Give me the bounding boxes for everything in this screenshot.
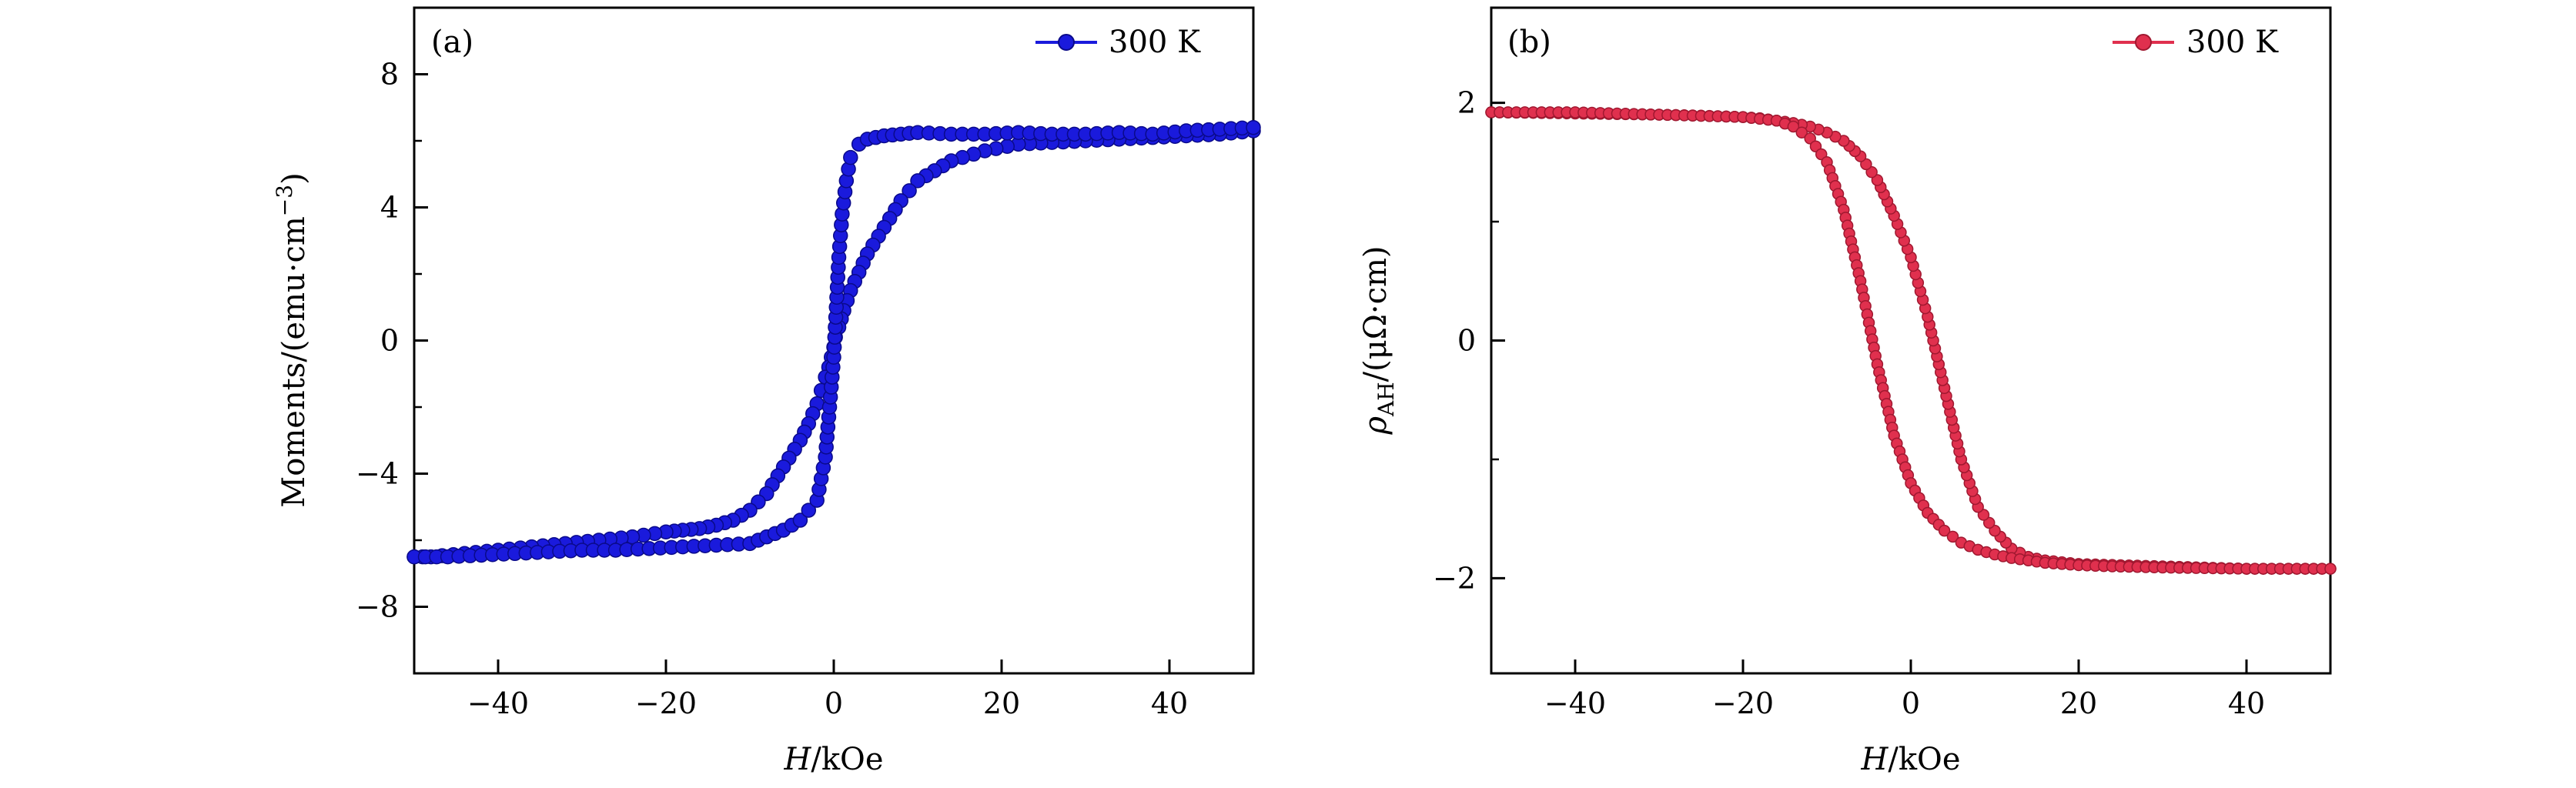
data-point-b-series-0 (1865, 165, 1878, 179)
panel-b-legend-marker (2135, 34, 2152, 51)
panel-a-label: (a) (431, 25, 473, 60)
panel-a-legend: 300 K (1035, 25, 1201, 60)
panel-b-ylabel: ρAH/(μΩ·cm) (1358, 245, 1399, 435)
data-point-a-series-0 (902, 183, 917, 199)
x-tick-label: −40 (467, 686, 529, 720)
x-tick-label: 20 (2060, 686, 2097, 720)
data-point-b-series-1 (1815, 148, 1828, 161)
data-point-a-series-1 (792, 513, 808, 528)
data-point-b-series-0 (1977, 509, 1990, 521)
data-point-b-series-1 (1804, 132, 1816, 145)
panel-a-legend-marker (1058, 34, 1075, 51)
data-point-b-series-1 (2324, 563, 2337, 575)
panel-b-legend-label: 300 K (2186, 25, 2279, 60)
data-point-a-series-1 (843, 149, 858, 165)
panel-a-ticks (414, 73, 1171, 673)
panel-b-label: (b) (1507, 25, 1551, 60)
x-tick-label: 0 (825, 686, 843, 720)
y-tick-label: −4 (356, 457, 399, 491)
x-tick-label: 0 (1902, 686, 1920, 720)
y-tick-label: 8 (380, 58, 399, 92)
data-point-b-series-0 (1871, 174, 1884, 186)
y-tick-label: 2 (1457, 86, 1476, 120)
panel-b-legend: 300 K (2113, 25, 2279, 60)
panel-b: −40 −20 0 20 40−202 (b) 300 K H/kOe ρAH/(μΩ·… (1358, 6, 2337, 777)
y-tick-label: 4 (380, 191, 399, 225)
data-point-b-series-0 (1982, 516, 1996, 529)
data-point-b-series-0 (1989, 524, 2001, 537)
data-point-a-series-1 (801, 503, 817, 518)
data-point-b-series-1 (1795, 126, 1808, 139)
panel-b-tick-labels: −40 −20 0 20 40−202 (1433, 86, 2265, 720)
y-tick-label: 0 (1457, 324, 1476, 358)
x-tick-label: 40 (2228, 686, 2265, 720)
data-point-b-series-1 (1946, 530, 1959, 543)
panel-a-markers (406, 119, 1261, 565)
x-tick-label: 20 (983, 686, 1020, 720)
y-tick-label: −8 (356, 590, 399, 624)
panel-a-xlabel: H/kOe (783, 742, 883, 777)
panel-b-xlabel: H/kOe (1860, 742, 1960, 777)
data-point-a-series-0 (910, 173, 925, 189)
panel-b-ticks (1491, 102, 2248, 673)
data-point-b-series-1 (1809, 140, 1822, 152)
panel-b-markers (1485, 106, 2337, 575)
y-tick-label: −2 (1433, 561, 1476, 595)
data-point-a-series-1 (1246, 119, 1261, 135)
x-tick-label: 40 (1151, 686, 1188, 720)
x-tick-label: −20 (635, 686, 697, 720)
data-point-b-series-1 (1938, 524, 1951, 537)
panel-a-ylabel: Moments/(emu·cm−3) (272, 172, 312, 507)
y-tick-label: 0 (380, 324, 399, 358)
data-point-b-series-1 (1787, 120, 1800, 133)
data-point-b-series-0 (1860, 158, 1872, 171)
x-tick-label: −20 (1712, 686, 1774, 720)
x-tick-label: −40 (1544, 686, 1606, 720)
panel-a-legend-label: 300 K (1109, 25, 1201, 60)
